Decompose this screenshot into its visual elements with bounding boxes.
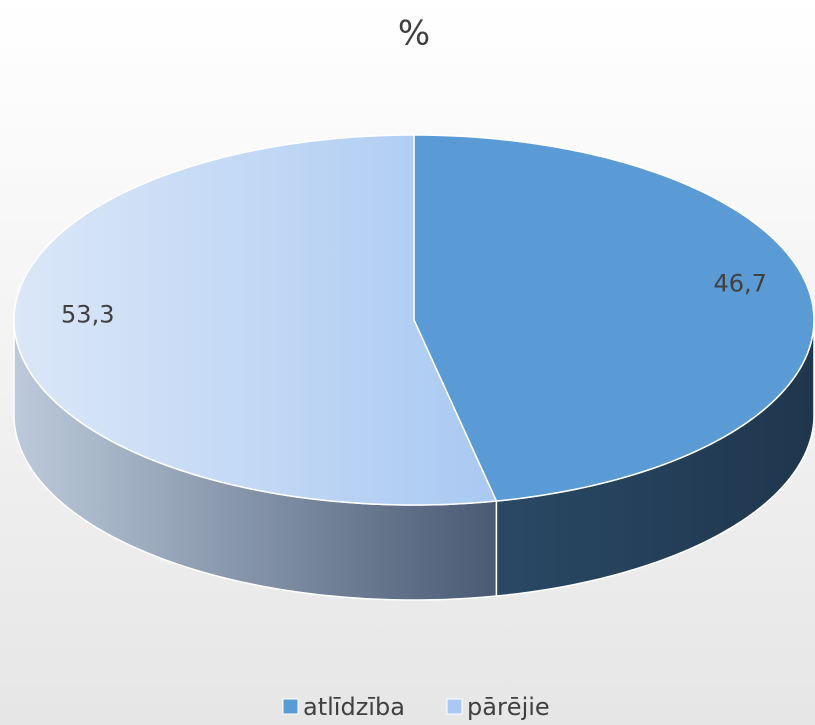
legend-label: atlīdzība xyxy=(303,693,405,721)
legend-swatch xyxy=(282,698,299,715)
pie-slice xyxy=(413,134,815,502)
chart-title: % xyxy=(398,14,430,54)
data-label: 46,7 xyxy=(714,269,767,297)
legend-swatch xyxy=(446,698,463,715)
pie-slice xyxy=(13,134,498,506)
data-label: 53,3 xyxy=(61,301,114,329)
legend-label: pārējie xyxy=(467,693,550,721)
